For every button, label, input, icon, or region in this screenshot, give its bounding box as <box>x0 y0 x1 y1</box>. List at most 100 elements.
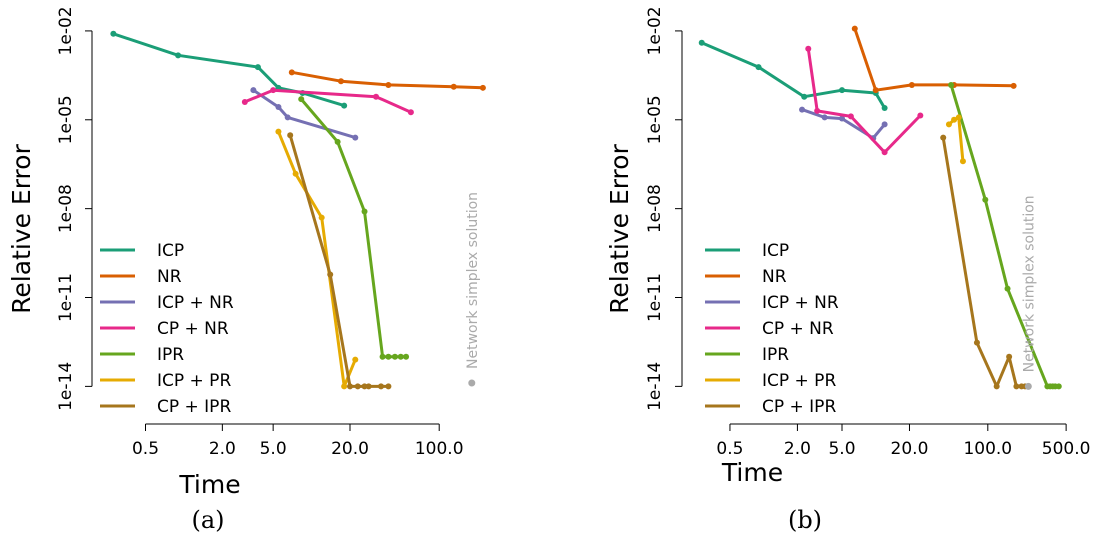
data-point <box>403 353 410 360</box>
series-line-nr <box>853 28 1014 92</box>
network-simplex-label: Network simplex solution <box>1021 195 1037 372</box>
data-point <box>354 383 361 390</box>
legend-label: CP + IPR <box>157 397 231 417</box>
data-point <box>951 116 958 123</box>
y-tick-label: 1e-11 <box>645 273 665 322</box>
data-point <box>298 96 305 103</box>
data-point <box>799 106 806 113</box>
data-point <box>378 383 385 390</box>
data-point <box>361 383 368 390</box>
y-tick-label: 1e-08 <box>645 184 665 233</box>
data-point <box>341 383 348 390</box>
y-axis-label: Relative Error <box>605 143 634 313</box>
data-point <box>284 114 291 121</box>
data-point <box>254 64 261 71</box>
data-point <box>973 339 980 346</box>
data-point <box>755 64 762 71</box>
data-point <box>270 87 277 94</box>
data-point <box>847 113 854 120</box>
data-point <box>805 45 812 52</box>
data-point <box>361 208 368 215</box>
data-point <box>397 353 404 360</box>
x-tick-label: 0.5 <box>132 439 159 459</box>
data-point <box>241 98 248 105</box>
data-point <box>287 132 294 139</box>
x-tick-label: 5.0 <box>260 439 287 459</box>
series-line-cpipr <box>941 137 1029 388</box>
data-point <box>292 170 299 177</box>
legend-label: CP + NR <box>762 319 834 339</box>
legend-label: IPR <box>157 345 184 365</box>
series-line-cpnr <box>806 48 922 154</box>
y-tick-label: 1e-02 <box>56 6 76 55</box>
y-axis-label: Relative Error <box>7 143 36 313</box>
data-point <box>881 104 888 111</box>
data-point <box>175 52 182 59</box>
data-point <box>959 158 966 165</box>
data-point <box>365 383 372 390</box>
network-simplex-label: Network simplex solution <box>465 192 481 369</box>
data-point <box>385 353 392 360</box>
data-point <box>982 196 989 203</box>
data-point <box>801 93 808 100</box>
data-point <box>814 107 821 114</box>
data-point <box>385 383 392 390</box>
data-point <box>1055 383 1062 390</box>
x-tick-label: 100.0 <box>415 439 464 459</box>
network-simplex-point <box>468 379 476 387</box>
legend-label: NR <box>762 267 787 287</box>
data-point <box>698 39 705 46</box>
data-point <box>1004 285 1011 292</box>
data-point <box>479 84 486 91</box>
data-point <box>385 81 392 88</box>
data-point <box>872 87 879 94</box>
y-tick-label: 1e-05 <box>645 95 665 144</box>
x-axis-label: Time <box>721 458 783 487</box>
data-point <box>275 128 282 135</box>
legend-label: ICP + NR <box>762 293 839 313</box>
data-point <box>334 138 341 145</box>
data-point <box>917 112 924 119</box>
data-point <box>341 102 348 109</box>
data-point <box>379 353 386 360</box>
data-point <box>352 356 359 363</box>
data-point <box>318 214 325 221</box>
data-point <box>908 81 915 88</box>
x-tick-label: 500.0 <box>1042 439 1091 459</box>
x-tick-label: 0.5 <box>716 439 743 459</box>
x-tick-label: 100.0 <box>963 439 1012 459</box>
data-point <box>337 78 344 85</box>
series-line-icp <box>701 41 886 109</box>
data-point <box>993 383 1000 390</box>
data-point <box>1013 383 1020 390</box>
data-point <box>346 383 353 390</box>
legend-label: ICP <box>762 241 789 261</box>
data-point <box>839 87 846 94</box>
data-point <box>821 114 828 121</box>
legend-label: CP + IPR <box>762 397 836 417</box>
data-point <box>407 109 414 116</box>
legend-label: ICP + NR <box>157 293 234 313</box>
data-point <box>945 121 952 128</box>
y-tick-label: 1e-02 <box>645 6 665 55</box>
chart-panel-a: 0.5 2.0 5.0 20.0 100.0 1e-02 1e-05 1e-08 1e-11 1e… <box>7 6 486 534</box>
y-tick-label: 1e-05 <box>56 95 76 144</box>
data-point <box>450 83 457 90</box>
data-point <box>110 30 117 37</box>
data-point <box>288 69 295 76</box>
data-point <box>373 93 380 100</box>
data-point <box>881 149 888 156</box>
x-tick-label: 20.0 <box>891 439 929 459</box>
data-point <box>275 104 282 111</box>
legend-label: ICP + PR <box>157 371 231 391</box>
data-point <box>839 115 846 122</box>
network-simplex-point <box>1024 382 1032 390</box>
x-tick-label: 5.0 <box>828 439 855 459</box>
series-line-icpnr <box>252 88 356 140</box>
x-tick-label: 20.0 <box>331 439 369 459</box>
y-tick-label: 1e-14 <box>56 362 76 411</box>
legend-label: CP + NR <box>157 319 229 339</box>
series-line-ipr <box>949 84 1059 388</box>
legend-label: NR <box>157 267 182 287</box>
